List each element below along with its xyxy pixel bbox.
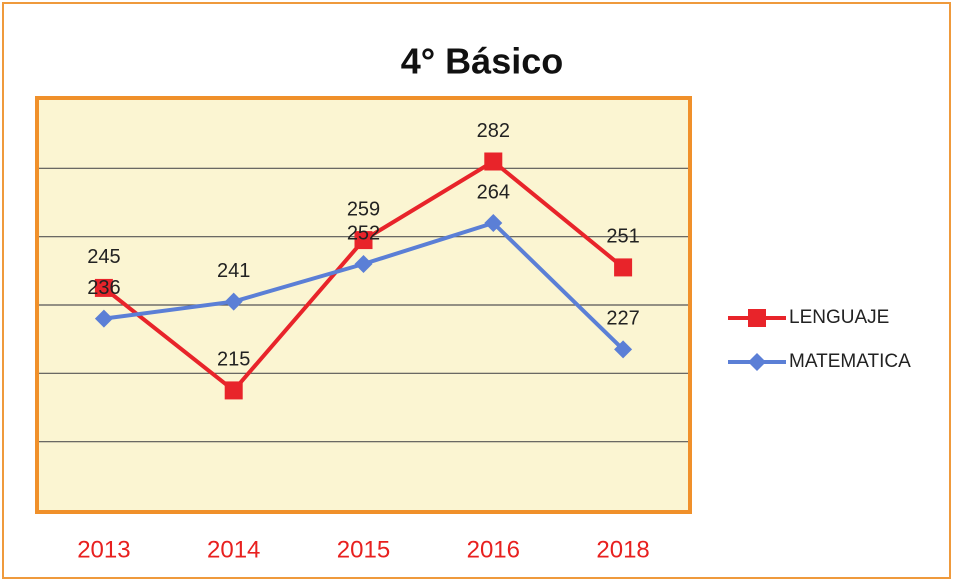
legend-marker [748,309,766,327]
data-label: 215 [217,349,250,371]
data-label: 227 [606,308,639,330]
legend-label: LENGUAJE [789,307,889,328]
x-tick-label: 2016 [467,536,520,563]
data-point [614,340,633,359]
legend-marker [748,353,766,371]
data-point [224,292,243,311]
data-label: 251 [606,226,639,248]
data-point [484,214,503,232]
data-point [94,309,113,328]
x-tick-label: 2013 [77,536,130,563]
data-label: 282 [477,120,510,142]
data-label: 245 [87,246,120,268]
x-tick-label: 2015 [337,536,390,563]
data-point [614,258,633,277]
x-tick-label: 2018 [596,536,649,563]
data-label: 264 [477,181,510,203]
data-label: 236 [87,277,120,299]
data-point [354,255,373,273]
data-point [224,381,243,400]
data-point [354,231,373,250]
x-tick-label: 2014 [207,536,260,563]
data-point [94,278,113,297]
data-label: 259 [347,198,380,220]
data-point [484,152,503,171]
legend-label: MATEMATICA [789,351,911,372]
data-label: 252 [347,222,380,244]
chart-title: 4° Básico [401,41,563,82]
data-label: 241 [217,260,250,282]
